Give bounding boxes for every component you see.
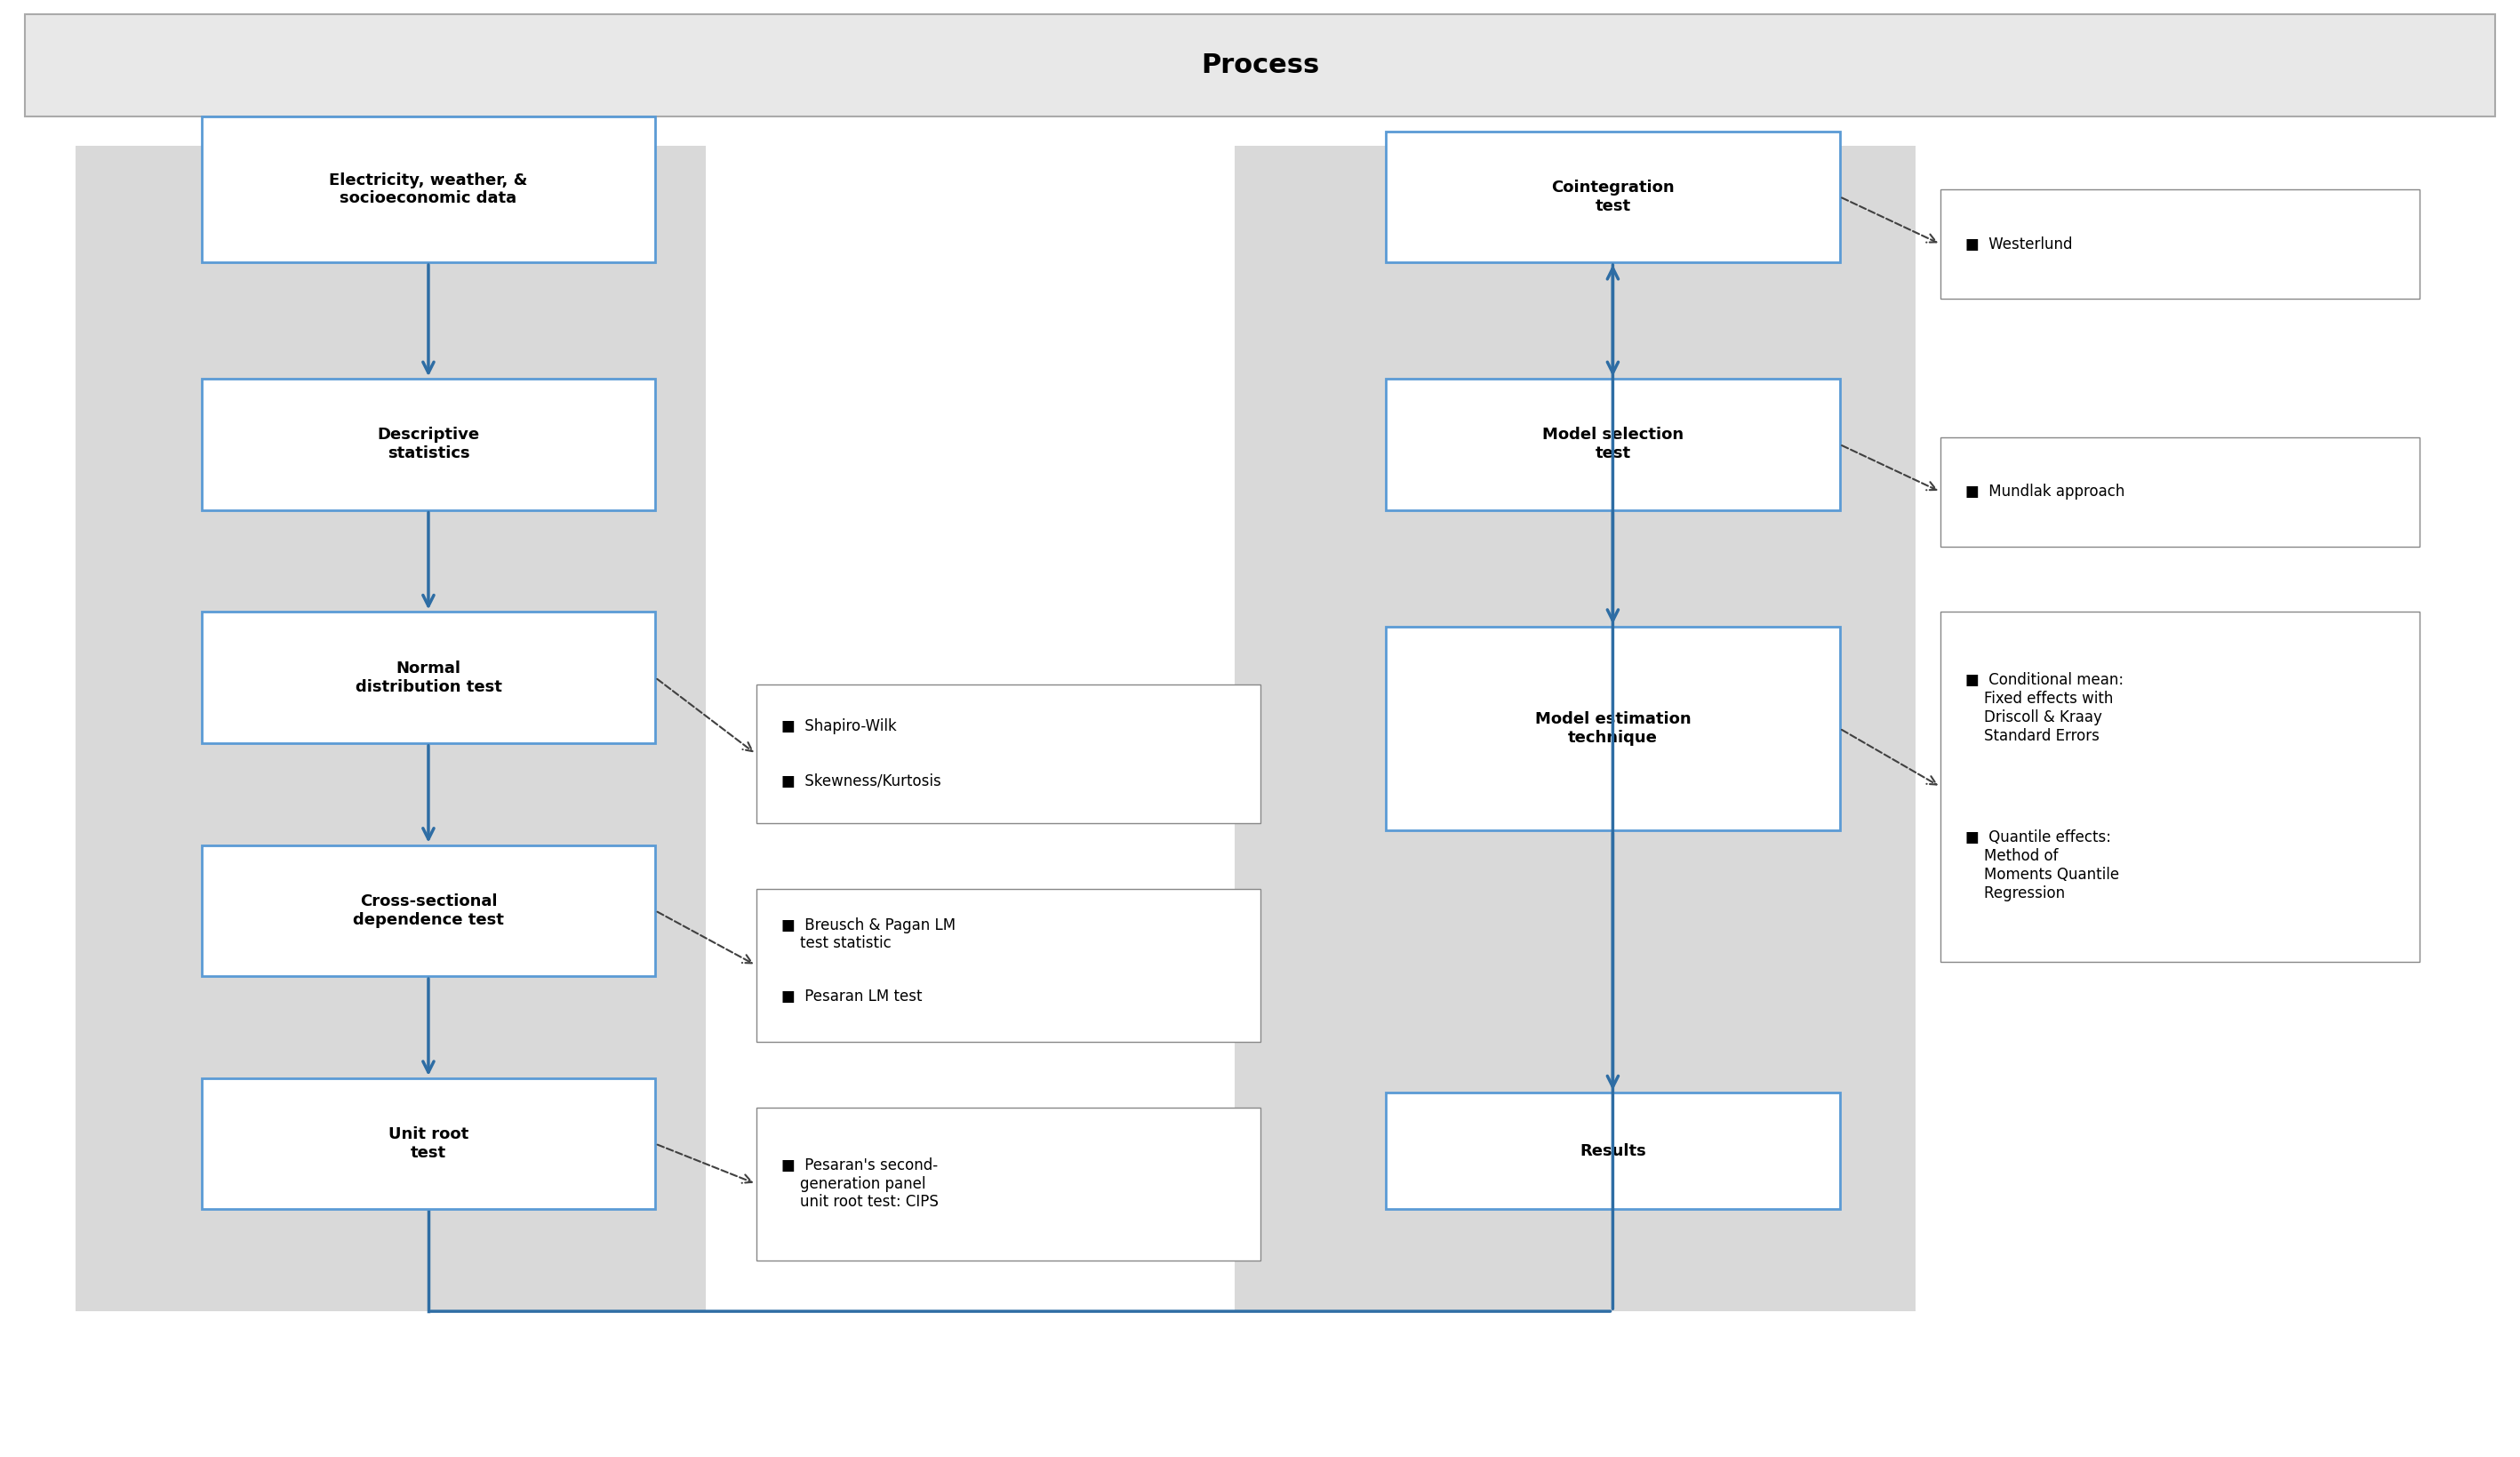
FancyBboxPatch shape [1386, 627, 1840, 830]
FancyBboxPatch shape [1386, 379, 1840, 510]
FancyBboxPatch shape [756, 889, 1260, 1042]
FancyBboxPatch shape [1386, 131, 1840, 262]
FancyBboxPatch shape [1386, 1093, 1840, 1209]
FancyBboxPatch shape [1940, 189, 2419, 299]
Text: Electricity, weather, &
socioeconomic data: Electricity, weather, & socioeconomic da… [330, 172, 527, 207]
Text: ■  Westerlund: ■ Westerlund [1966, 236, 2074, 252]
FancyBboxPatch shape [756, 685, 1260, 823]
Text: Cross-sectional
dependence test: Cross-sectional dependence test [353, 893, 504, 928]
Text: ■  Quantile effects:
    Method of
    Moments Quantile
    Regression: ■ Quantile effects: Method of Moments Qu… [1966, 829, 2119, 902]
Text: Unit root
test: Unit root test [388, 1126, 469, 1161]
FancyBboxPatch shape [25, 15, 2495, 117]
Text: Results: Results [1580, 1144, 1646, 1158]
FancyBboxPatch shape [202, 117, 655, 262]
Text: ■  Pesaran's second-
    generation panel
    unit root test: CIPS: ■ Pesaran's second- generation panel uni… [781, 1157, 937, 1211]
Text: ■  Conditional mean:
    Fixed effects with
    Driscoll & Kraay
    Standard Er: ■ Conditional mean: Fixed effects with D… [1966, 672, 2124, 745]
Text: Model estimation
technique: Model estimation technique [1535, 711, 1691, 746]
FancyBboxPatch shape [202, 845, 655, 976]
FancyBboxPatch shape [202, 612, 655, 743]
Text: ■  Breusch & Pagan LM
    test statistic: ■ Breusch & Pagan LM test statistic [781, 916, 955, 951]
Text: Process: Process [1200, 52, 1320, 79]
Text: Model selection
test: Model selection test [1542, 427, 1683, 462]
FancyBboxPatch shape [76, 146, 706, 1311]
Text: ■  Mundlak approach: ■ Mundlak approach [1966, 484, 2124, 500]
FancyBboxPatch shape [756, 1107, 1260, 1260]
Text: Cointegration
test: Cointegration test [1552, 179, 1673, 214]
FancyBboxPatch shape [1235, 146, 1915, 1311]
FancyBboxPatch shape [1940, 437, 2419, 546]
Text: ■  Shapiro-Wilk: ■ Shapiro-Wilk [781, 718, 897, 734]
Text: Descriptive
statistics: Descriptive statistics [378, 427, 479, 462]
Text: ■  Skewness/Kurtosis: ■ Skewness/Kurtosis [781, 774, 940, 790]
Text: Normal
distribution test: Normal distribution test [355, 660, 501, 695]
FancyBboxPatch shape [1940, 612, 2419, 962]
FancyBboxPatch shape [202, 1078, 655, 1209]
FancyBboxPatch shape [202, 379, 655, 510]
Text: ■  Pesaran LM test: ■ Pesaran LM test [781, 988, 922, 1004]
